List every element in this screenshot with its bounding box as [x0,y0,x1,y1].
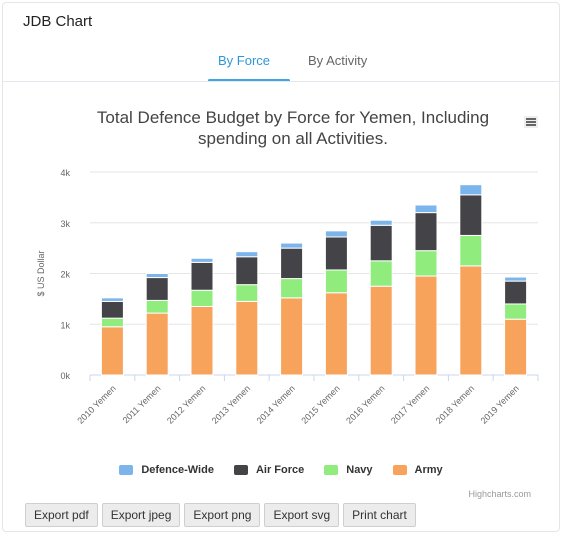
bar-defence-wide[interactable] [280,242,304,249]
y-axis-label: $ US Dollar [36,250,46,296]
legend-label: Air Force [255,464,305,476]
x-tick-label: 2015 Yemen [299,383,341,425]
y-tick-label: 1k [60,320,70,330]
legend-item-defence-wide[interactable]: Defence-Wide [119,462,214,478]
x-tick-label: 2017 Yemen [389,383,431,425]
chart-title: Total Defence Budget by Force for Yemen,… [43,107,543,149]
chart-credits[interactable]: Highcharts.com [468,489,531,499]
active-tab-indicator [208,79,290,82]
bar-defence-wide[interactable] [504,276,528,282]
bar-army[interactable] [280,297,304,376]
bar-air-force[interactable] [324,236,348,271]
tab-bar: By Force By Activity [3,45,559,82]
bar-army[interactable] [369,285,393,376]
tab-by-activity[interactable]: By Activity [308,53,368,68]
bar-air-force[interactable] [235,256,259,286]
bar-army[interactable] [145,312,169,376]
x-tick-label: 2010 Yemen [75,383,117,425]
bar-army[interactable] [235,300,259,376]
card-title: JDB Chart [23,13,93,30]
bar-air-force[interactable] [280,247,304,280]
legend-swatch [119,465,134,475]
bar-army[interactable] [100,326,124,376]
legend-swatch [392,465,407,475]
x-tick-label: 2016 Yemen [344,383,386,425]
bar-navy[interactable] [145,299,169,314]
chart-title-line-1: Total Defence Budget by Force for Yemen,… [96,108,490,127]
chart-menu-icon[interactable] [524,116,538,128]
x-tick-label: 2013 Yemen [210,383,252,425]
bar-army[interactable] [190,305,214,376]
bar-air-force[interactable] [369,224,393,262]
export-button-print-chart[interactable]: Print chart [343,503,416,527]
bar-air-force[interactable] [190,261,214,291]
legend-swatch [324,465,339,475]
bar-defence-wide[interactable] [190,257,214,263]
bar-air-force[interactable] [414,212,438,252]
header-divider [3,81,559,82]
export-button-export-svg[interactable]: Export svg [264,503,340,527]
bar-air-force[interactable] [145,277,169,301]
y-tick-label: 4k [60,168,70,178]
bar-air-force[interactable] [459,194,483,236]
x-tick-label: 2014 Yemen [255,383,297,425]
bar-navy[interactable] [414,250,438,277]
y-tick-label: 0k [60,371,70,381]
y-tick-label: 2k [60,270,70,280]
bar-defence-wide[interactable] [369,219,393,226]
bar-navy[interactable] [504,303,528,320]
tab-by-force[interactable]: By Force [218,53,271,68]
x-tick-label: 2018 Yemen [434,383,476,425]
bar-defence-wide[interactable] [324,230,348,238]
legend-swatch [233,465,248,475]
legend-item-army[interactable]: Army [392,462,443,478]
export-button-export-png[interactable]: Export png [184,503,261,527]
bar-air-force[interactable] [100,300,124,319]
bar-army[interactable] [324,292,348,376]
legend-label: Defence-Wide [141,464,214,476]
bar-defence-wide[interactable] [235,251,259,258]
bar-navy[interactable] [100,317,124,328]
legend-item-navy[interactable]: Navy [324,462,373,478]
bar-navy[interactable] [369,260,393,287]
chart-title-line-2: spending on all Activities. [198,129,388,148]
bar-navy[interactable] [324,269,348,294]
export-toolbar: Export pdf Export jpeg Export png Export sv… [25,503,416,527]
export-button-export-jpeg[interactable]: Export jpeg [101,503,181,527]
bar-defence-wide[interactable] [414,204,438,214]
legend-label: Army [414,464,443,476]
bar-defence-wide[interactable] [145,273,169,279]
x-tick-label: 2012 Yemen [165,383,207,425]
bar-army[interactable] [459,265,483,376]
chart-legend: Defence-Wide Air Force Navy Army [3,462,559,478]
x-tick-label: 2019 Yemen [479,383,521,425]
bar-navy[interactable] [459,234,483,267]
y-tick-label: 3k [60,219,70,229]
x-tick-label: 2011 Yemen [121,383,163,425]
bar-army[interactable] [414,275,438,376]
bar-army[interactable] [504,318,528,376]
bar-navy[interactable] [190,289,214,307]
bar-navy[interactable] [280,278,304,299]
bar-defence-wide[interactable] [459,184,483,196]
bar-navy[interactable] [235,284,259,302]
bar-defence-wide[interactable] [100,297,124,302]
bar-air-force[interactable] [504,280,528,305]
export-button-export-pdf[interactable]: Export pdf [25,503,98,527]
stacked-bar-chart: 0k 1k 2k 3k 4k $ US Dollar 2010 Yemen 2011 Yeme… [36,168,539,426]
legend-item-air-force[interactable]: Air Force [233,462,305,478]
legend-label: Navy [346,464,373,476]
